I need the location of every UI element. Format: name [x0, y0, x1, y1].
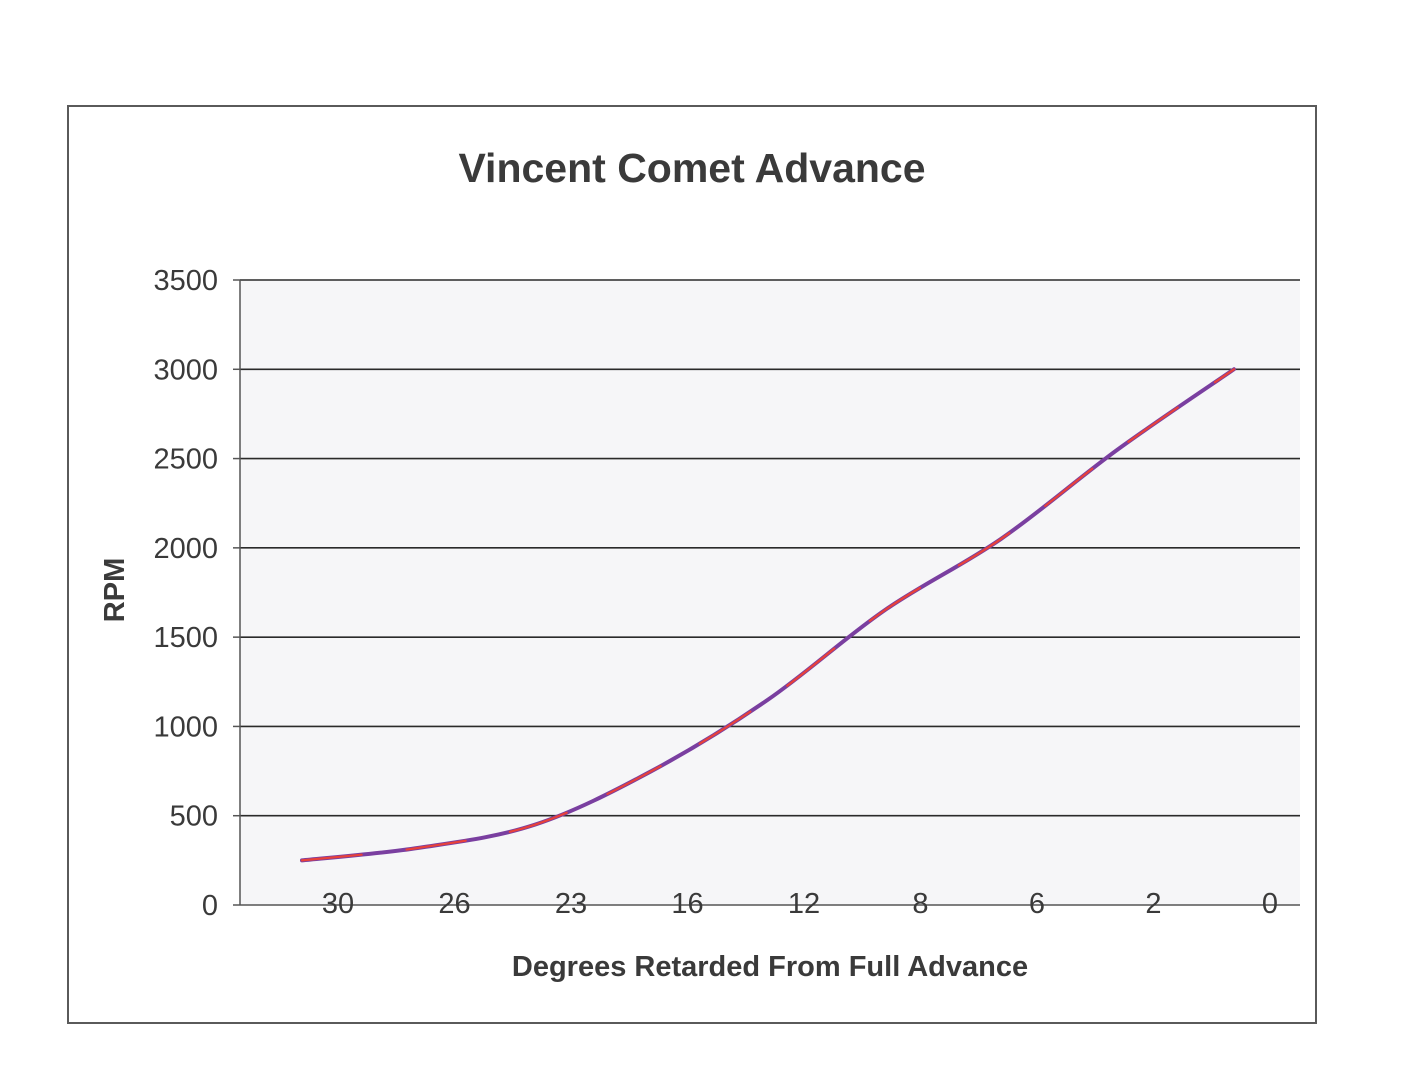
x-tick-label: 12	[788, 888, 820, 920]
x-tick-label: 26	[438, 888, 470, 920]
series-rpm	[300, 367, 1236, 863]
chart-title: Vincent Comet Advance	[458, 145, 925, 191]
x-tick-label: 23	[555, 888, 587, 920]
x-tick-label: 8	[912, 888, 928, 920]
x-tick-label: 16	[671, 888, 703, 920]
y-tick-label: 2000	[153, 533, 218, 565]
y-tick-label: 0	[202, 890, 218, 922]
plot-area	[240, 280, 1300, 905]
x-tick-label: 30	[322, 888, 354, 920]
y-tick-label: 3500	[153, 265, 218, 297]
x-axis-ticks: 30 26 23 16 12 8 6 2 0	[322, 888, 1278, 920]
y-axis-ticks: 0 500 1000 1500 2000 2500 3000 3500	[153, 265, 240, 922]
x-tick-label: 0	[1262, 888, 1278, 920]
y-tick-label: 1500	[153, 622, 218, 654]
y-tick-label: 2500	[153, 444, 218, 476]
x-axis-title: Degrees Retarded From Full Advance	[512, 951, 1028, 983]
series-line-highlight	[300, 368, 1236, 862]
y-tick-label: 1000	[153, 711, 218, 743]
gridlines	[240, 279, 1300, 817]
y-axis-title: RPM	[99, 558, 131, 622]
y-tick-label: 500	[170, 801, 218, 833]
x-tick-label: 2	[1145, 888, 1161, 920]
y-tick-label: 3000	[153, 354, 218, 386]
x-tick-label: 6	[1029, 888, 1045, 920]
